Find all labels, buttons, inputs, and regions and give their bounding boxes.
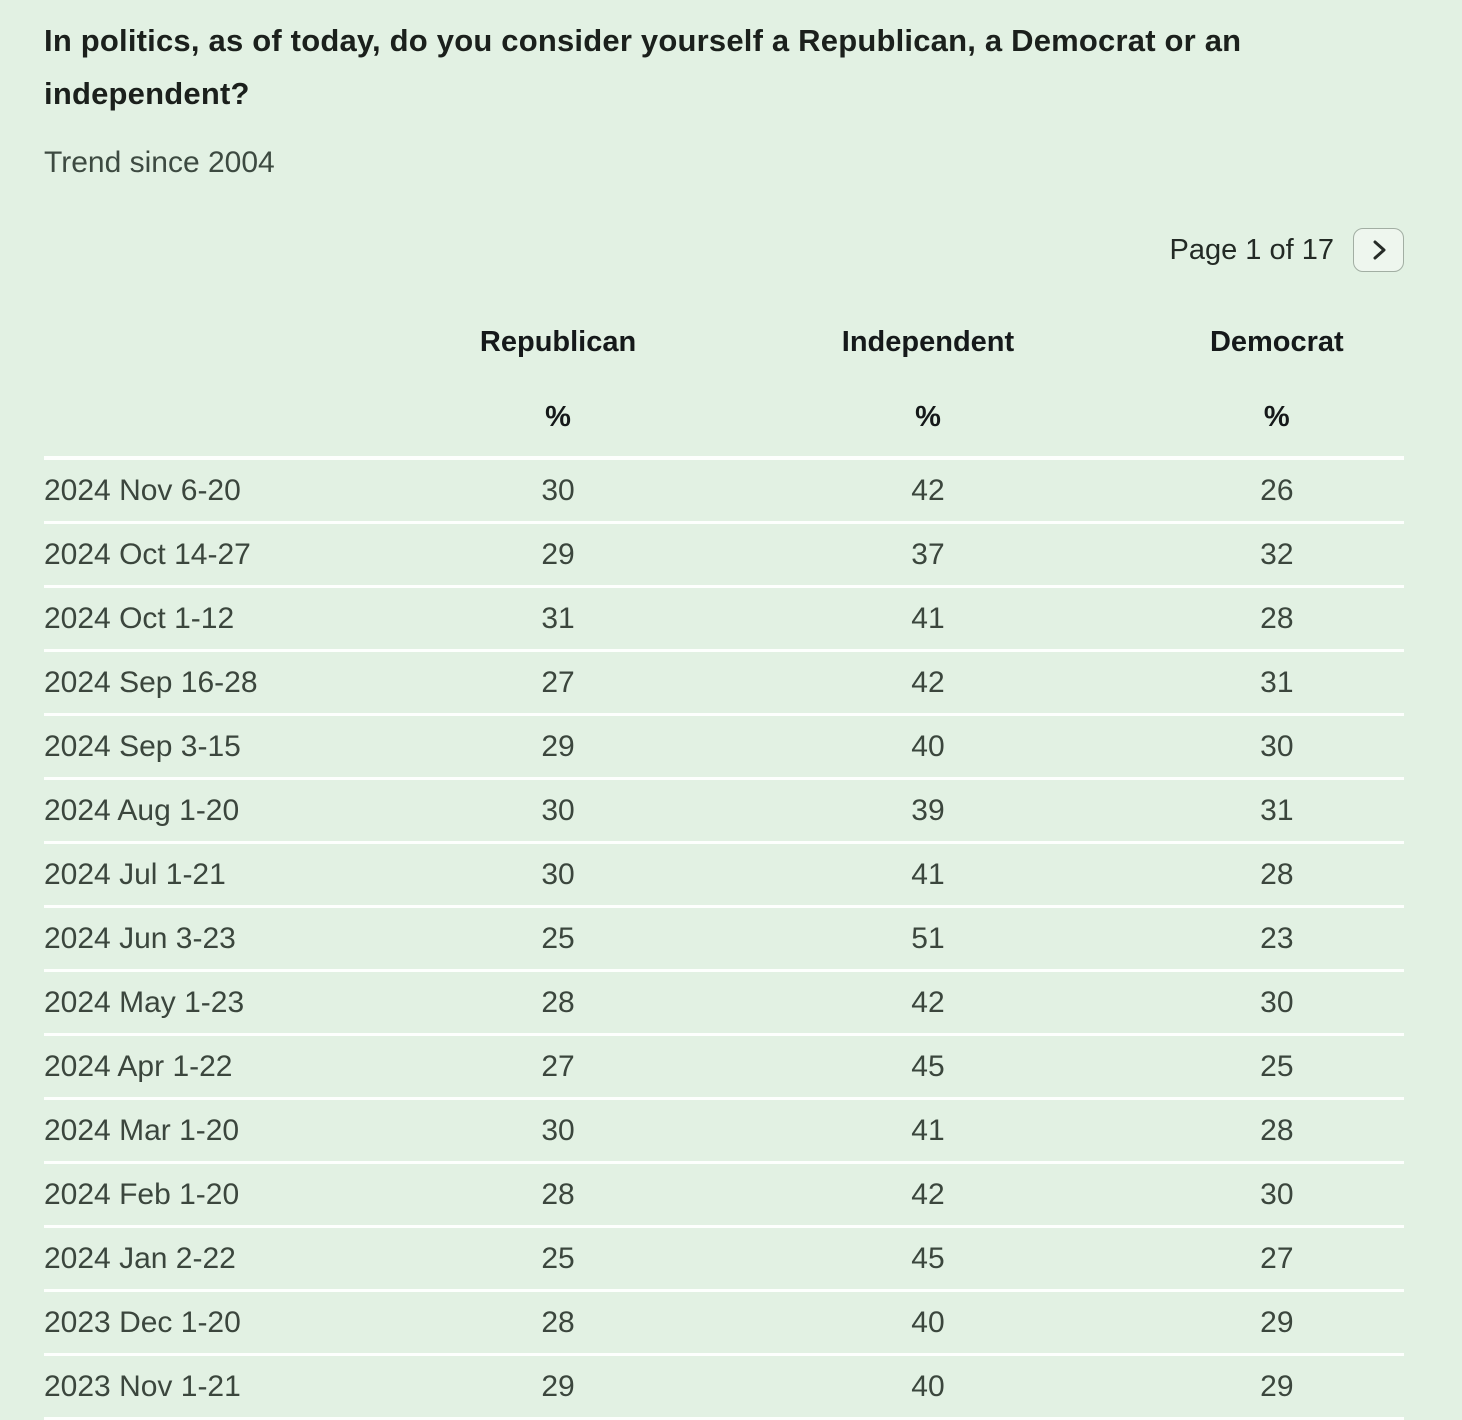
row-democrat-value: 30 <box>1149 970 1404 1036</box>
row-republican-value: 28 <box>409 1162 707 1228</box>
row-independent-value: 40 <box>706 714 1150 780</box>
row-republican-value: 28 <box>409 970 707 1036</box>
pagination: Page 1 of 17 <box>44 228 1404 272</box>
row-republican-value: 25 <box>409 1226 707 1292</box>
row-democrat-value: 31 <box>1149 650 1404 716</box>
table-row: 2024 Mar 1-20 30 41 28 <box>44 1098 1404 1164</box>
table-row: 2024 May 1-23 28 42 30 <box>44 970 1404 1036</box>
row-republican-value: 27 <box>409 650 707 716</box>
row-democrat-value: 28 <box>1149 1098 1404 1164</box>
table-row: 2024 Jan 2-22 25 45 27 <box>44 1226 1404 1292</box>
unit-label-democrat: % <box>1149 365 1404 460</box>
row-independent-value: 39 <box>706 778 1150 844</box>
party-affiliation-table: Republican Independent Democrat % % % 20… <box>44 272 1404 1420</box>
row-independent-value: 42 <box>706 970 1150 1036</box>
row-republican-value: 27 <box>409 1034 707 1100</box>
table-row: 2024 Nov 6-20 30 42 26 <box>44 458 1404 524</box>
row-republican-value: 25 <box>409 906 707 972</box>
row-date: 2024 Jul 1-21 <box>44 842 410 908</box>
row-date: 2024 Oct 1-12 <box>44 586 410 652</box>
page-content: In politics, as of today, do you conside… <box>0 0 1462 272</box>
unit-spacer <box>44 365 410 460</box>
row-republican-value: 29 <box>409 522 707 588</box>
row-date: 2024 Aug 1-20 <box>44 778 410 844</box>
date-column-header <box>44 272 410 365</box>
row-democrat-value: 25 <box>1149 1034 1404 1100</box>
table-body: 2024 Nov 6-20 30 42 26 2024 Oct 14-27 29… <box>44 458 1404 1420</box>
table-row: 2024 Sep 16-28 27 42 31 <box>44 650 1404 716</box>
row-independent-value: 42 <box>706 458 1150 524</box>
row-republican-value: 29 <box>409 714 707 780</box>
table-header: Republican Independent Democrat % % % <box>44 272 1404 460</box>
row-independent-value: 51 <box>706 906 1150 972</box>
row-date: 2024 May 1-23 <box>44 970 410 1036</box>
row-democrat-value: 26 <box>1149 458 1404 524</box>
row-date: 2024 Nov 6-20 <box>44 458 410 524</box>
column-header-democrat: Democrat <box>1209 326 1344 358</box>
row-date: 2023 Dec 1-20 <box>44 1290 410 1356</box>
unit-label-republican: % <box>409 365 707 460</box>
column-header-independent: Independent <box>841 326 1015 358</box>
table-row: 2024 Jun 3-23 25 51 23 <box>44 906 1404 972</box>
row-date: 2024 Sep 16-28 <box>44 650 410 716</box>
next-page-button[interactable] <box>1353 228 1404 272</box>
table-row: 2024 Jul 1-21 30 41 28 <box>44 842 1404 908</box>
row-republican-value: 30 <box>409 458 707 524</box>
table-row: 2024 Sep 3-15 29 40 30 <box>44 714 1404 780</box>
row-independent-value: 40 <box>706 1354 1150 1420</box>
row-republican-value: 30 <box>409 778 707 844</box>
row-independent-value: 45 <box>706 1226 1150 1292</box>
row-independent-value: 42 <box>706 650 1150 716</box>
row-democrat-value: 32 <box>1149 522 1404 588</box>
row-democrat-value: 28 <box>1149 842 1404 908</box>
row-republican-value: 28 <box>409 1290 707 1356</box>
row-democrat-value: 29 <box>1149 1354 1404 1420</box>
row-democrat-value: 28 <box>1149 586 1404 652</box>
page-subtitle: Trend since 2004 <box>44 146 275 179</box>
table-row: 2024 Apr 1-22 27 45 25 <box>44 1034 1404 1100</box>
row-date: 2024 Oct 14-27 <box>44 522 410 588</box>
unit-label-independent: % <box>706 365 1150 460</box>
column-header-republican: Republican <box>479 326 637 358</box>
row-republican-value: 29 <box>409 1354 707 1420</box>
row-republican-value: 30 <box>409 1098 707 1164</box>
table-row: 2023 Dec 1-20 28 40 29 <box>44 1290 1404 1356</box>
row-independent-value: 45 <box>706 1034 1150 1100</box>
row-democrat-value: 30 <box>1149 714 1404 780</box>
row-republican-value: 30 <box>409 842 707 908</box>
row-democrat-value: 30 <box>1149 1162 1404 1228</box>
row-democrat-value: 27 <box>1149 1226 1404 1292</box>
row-independent-value: 41 <box>706 842 1150 908</box>
row-date: 2024 Apr 1-22 <box>44 1034 410 1100</box>
row-date: 2024 Jan 2-22 <box>44 1226 410 1292</box>
row-democrat-value: 29 <box>1149 1290 1404 1356</box>
table-row: 2024 Aug 1-20 30 39 31 <box>44 778 1404 844</box>
row-republican-value: 31 <box>409 586 707 652</box>
row-date: 2024 Jun 3-23 <box>44 906 410 972</box>
row-independent-value: 41 <box>706 1098 1150 1164</box>
row-democrat-value: 23 <box>1149 906 1404 972</box>
table-row: 2024 Feb 1-20 28 42 30 <box>44 1162 1404 1228</box>
page-title: In politics, as of today, do you conside… <box>44 23 1242 111</box>
row-date: 2023 Nov 1-21 <box>44 1354 410 1420</box>
row-independent-value: 37 <box>706 522 1150 588</box>
row-independent-value: 40 <box>706 1290 1150 1356</box>
pagination-label: Page 1 of 17 <box>1169 233 1334 266</box>
row-democrat-value: 31 <box>1149 778 1404 844</box>
table-row: 2024 Oct 14-27 29 37 32 <box>44 522 1404 588</box>
row-date: 2024 Mar 1-20 <box>44 1098 410 1164</box>
row-date: 2024 Feb 1-20 <box>44 1162 410 1228</box>
table-row: 2024 Oct 1-12 31 41 28 <box>44 586 1404 652</box>
row-independent-value: 42 <box>706 1162 1150 1228</box>
table-row: 2023 Nov 1-21 29 40 29 <box>44 1354 1404 1420</box>
row-independent-value: 41 <box>706 586 1150 652</box>
chevron-right-icon <box>1368 238 1390 262</box>
row-date: 2024 Sep 3-15 <box>44 714 410 780</box>
